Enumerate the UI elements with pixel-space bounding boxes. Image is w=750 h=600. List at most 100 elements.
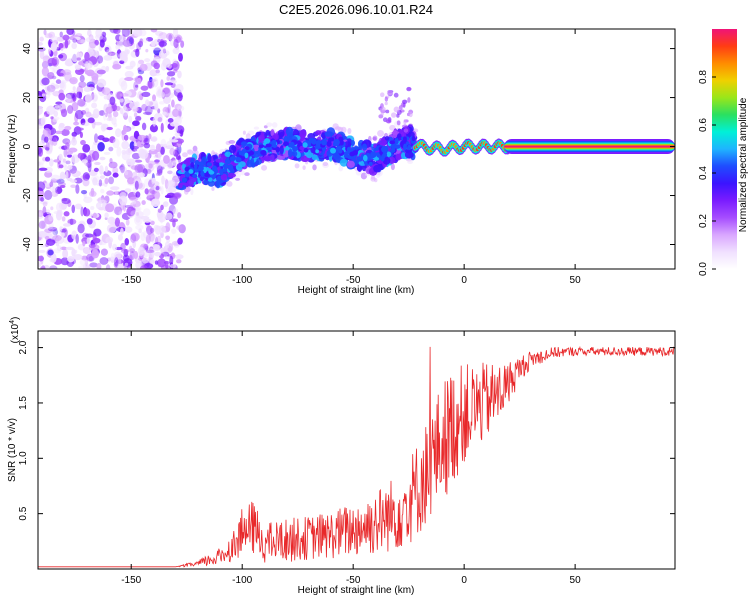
spectrogram-noise-cell [172,108,180,118]
spectrogram-noise-cell [55,101,63,105]
spectrogram-noise-cell [129,101,138,110]
spectrogram-noise-cell [58,54,64,59]
spectrogram-noise-cell [124,76,134,81]
spectrogram-noise-cell [45,238,56,246]
spectrogram-noise-cell [180,40,185,48]
colorbar: 0.0 0.2 0.4 0.6 0.8 Normalized spectral ampl… [698,29,749,276]
spectrogram-noise-cell [175,138,184,144]
spectrogram-noise-cell [124,262,129,267]
spectrogram-noise-cell [111,116,117,126]
spectrogram-noise-cell [106,126,113,131]
spectrogram-noise-cell [99,257,109,265]
spectrogram-ridge-core [315,149,319,154]
spectrogram-noise-cell [101,87,111,96]
spectrogram-noise-cell [244,172,250,177]
spectrogram-noise-cell [149,227,155,234]
spectrogram-noise-cell [126,206,136,217]
spectrogram-noise-cell [104,177,109,185]
spectrogram-noise-cell [38,209,44,218]
spectrogram-noise-cell [77,152,84,159]
spectrogram-noise-cell [103,151,111,155]
spectrogram-noise-cell [89,262,98,268]
spectrogram-cells [38,29,675,269]
spectrogram-noise-cell [90,175,100,183]
spectrogram-noise-cell [163,154,170,164]
spectrogram-noise-cell [38,220,46,230]
spectrogram-noise-cell [393,92,399,98]
spectrogram-ridge-core [330,147,337,154]
spectrogram-noise-cell [177,237,183,245]
spectrogram-noise-cell [170,122,178,127]
spectrogram-noise-cell [166,92,175,99]
spectrogram-ridge-core [219,168,224,176]
spectrogram-noise-cell [157,208,162,213]
spectrogram-ridge-core [204,173,210,178]
spectrogram-noise-cell [91,92,95,100]
spectrogram-noise-cell [271,122,278,128]
spectrogram-noise-cell [73,254,83,261]
spectrogram-ridge-core [321,139,327,146]
spectrogram-noise-cell [312,164,317,171]
spectrogram-noise-cell [146,79,155,89]
spectrogram-ridge-core [336,145,342,152]
spectrogram-noise-cell [88,43,97,48]
spectrogram-noise-cell [41,265,46,269]
spectrogram-noise-cell [160,247,164,253]
colorbar-tick-label: 0.4 [698,166,709,180]
spectrogram-noise-cell [121,140,130,150]
spectrogram-noise-cell [166,140,173,148]
spectrogram-noise-cell [82,178,90,187]
spectrogram-noise-cell [59,174,67,179]
spectrogram-ridge-core [211,165,218,172]
spectrogram-noise-cell [240,170,245,176]
spectrogram-noise-cell [406,87,412,91]
spectrogram-noise-cell [162,201,169,208]
spectrogram-noise-cell [177,70,182,79]
spectrogram-noise-cell [110,252,115,261]
spectrogram-noise-cell [149,69,158,77]
spectrogram-noise-cell [266,122,273,127]
spectrogram-noise-cell [171,63,178,68]
spectrogram-noise-cell [91,150,100,161]
spectrogram-ridge-cell [356,165,362,172]
spectrogram-noise-cell [109,29,119,34]
spectrogram-noise-cell [91,249,100,259]
spectrogram-noise-cell [91,143,97,153]
spectrogram-noise-cell [157,258,167,268]
spectrogram-noise-cell [104,46,110,53]
spectrogram-noise-cell [47,249,54,256]
spectrogram-noise-cell [119,60,125,65]
spectrogram-ridge-cell [324,131,332,137]
spectrogram-noise-cell [141,200,146,206]
spectrogram-noise-cell [164,82,174,86]
spectrogram-noise-cell [58,124,65,132]
spectrogram-noise-cell [118,195,128,206]
snr-y-scale-prefix: (x10 [10,323,21,343]
spectrogram-noise-cell [128,37,134,45]
spectrogram-noise-cell [93,121,103,126]
spectrogram-noise-cell [57,103,67,110]
spectrogram-ridge-cell [403,128,409,133]
spectrogram-noise-cell [65,246,74,251]
spectrogram-noise-cell [130,210,140,217]
spectrogram-noise-cell [60,246,67,250]
spectrogram-noise-cell [167,180,175,190]
spectrogram-noise-cell [169,218,179,223]
spectrogram-noise-cell [123,101,127,111]
spectrogram-noise-cell [135,215,141,223]
spectrogram-noise-cell [152,47,162,51]
snr-frame [37,330,676,570]
spectrogram-noise-cell [87,29,92,37]
spectrogram-noise-cell [44,235,50,240]
spectrogram-noise-cell [385,109,390,114]
spectrogram-noise-cell [158,225,166,234]
spectrogram-noise-cell [172,47,180,55]
snr-y-tick-label: 1.0 [18,451,29,465]
spectrogram-noise-cell [139,38,144,44]
spectrogram-noise-cell [135,115,142,121]
spectrogram-noise-cell [141,91,151,97]
snr-y-scale-exponent: 4 [9,320,16,324]
spectrogram-noise-cell [49,36,60,43]
spectrogram-noise-cell [118,211,123,216]
spectrogram-ridge-core [356,156,363,162]
